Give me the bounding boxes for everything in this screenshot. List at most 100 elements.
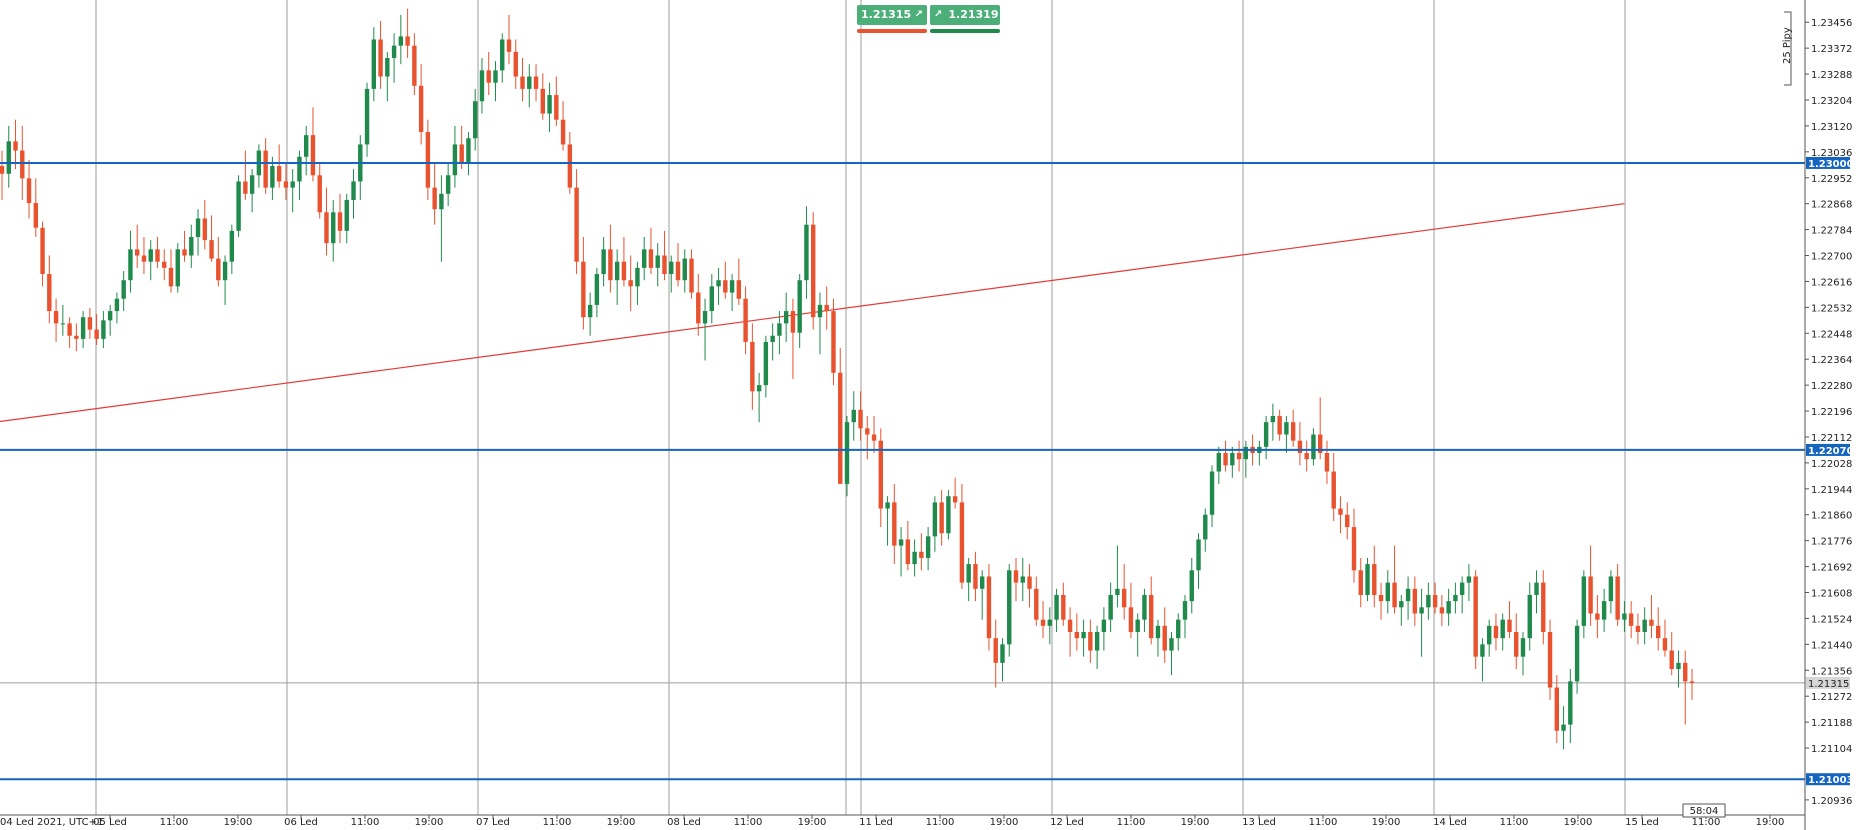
candle-body (168, 267, 174, 287)
candle (182, 230, 187, 262)
candle-body (655, 255, 660, 268)
candle (662, 230, 667, 281)
candle (669, 255, 674, 293)
candle (1392, 545, 1397, 614)
candle-body (783, 311, 789, 324)
candle (101, 311, 106, 349)
candle-body (723, 280, 728, 293)
candle (425, 119, 431, 200)
y-tick-label: 1.21524 (1811, 614, 1852, 625)
candle (276, 144, 282, 188)
time-axis[interactable]: 04 Led 2021, UTC+105 Led 11:00 19:00 06 Led… (0, 815, 1784, 828)
candle-body (162, 261, 167, 268)
candle (1081, 619, 1086, 657)
candle-body (1365, 564, 1370, 595)
candle (1365, 557, 1370, 602)
candle (925, 527, 931, 571)
candle-body (1466, 576, 1472, 583)
candle-timer: 58:04 (1682, 803, 1726, 818)
candle (1676, 650, 1681, 688)
candle (1581, 570, 1587, 639)
candle (763, 335, 769, 398)
candle (493, 61, 498, 102)
candle (162, 249, 167, 281)
candle (648, 227, 654, 275)
y-tick-label: 1.21440 (1811, 640, 1852, 651)
candle (601, 237, 606, 287)
candle (581, 237, 586, 330)
candle-body (344, 199, 349, 231)
candle (898, 527, 904, 577)
candle (1216, 446, 1221, 484)
x-tick-label: 19:00 (415, 817, 444, 828)
candle-body (1554, 687, 1559, 731)
x-tick-label: 06 Led (284, 817, 318, 828)
candle-body (601, 249, 606, 275)
x-tick-label: 19:00 (607, 817, 636, 828)
x-tick-label: 19:00 (1756, 817, 1785, 828)
candle (222, 255, 228, 305)
candle (1426, 582, 1431, 620)
candle-body (1351, 527, 1357, 571)
candle-body (898, 539, 904, 546)
price-level-badge (1806, 156, 1850, 169)
candle (966, 557, 971, 602)
candle-body (1493, 625, 1499, 639)
candle-body (993, 638, 998, 663)
candle-body (290, 181, 295, 188)
candle (1662, 619, 1668, 657)
candle-body (263, 150, 268, 188)
candle (1243, 440, 1249, 478)
candle (1223, 440, 1228, 472)
candle-body (594, 274, 600, 305)
candle (114, 292, 120, 324)
candle-body (1588, 576, 1593, 614)
x-tick-label: 11:00 (160, 817, 189, 828)
candle-body (1182, 601, 1188, 620)
candle (1047, 607, 1052, 645)
candle-body (304, 135, 309, 157)
candle (175, 243, 180, 293)
candle (871, 415, 877, 454)
candle-body (141, 255, 147, 262)
candle-body (756, 385, 762, 392)
sell-volume-bar (857, 29, 927, 33)
candle (1351, 508, 1357, 583)
candle-body (1520, 638, 1526, 657)
candle-body (1189, 570, 1194, 602)
x-tick-label: 19:00 (1181, 817, 1210, 828)
candle (1311, 428, 1316, 466)
candle (851, 391, 856, 441)
x-tick-label: 19:00 (1372, 817, 1401, 828)
candle-body (1622, 613, 1627, 620)
buy-button[interactable]: ↗ 1.21319 (930, 5, 1000, 25)
candle (527, 64, 532, 108)
candle (1372, 545, 1377, 608)
candle (1574, 619, 1580, 694)
candle-body (1284, 422, 1289, 435)
x-tick-label: 15 Led (1625, 817, 1659, 828)
sell-button[interactable]: 1.21315 ↗ (857, 5, 927, 25)
candle-body (283, 181, 289, 188)
candle (1520, 632, 1526, 676)
candle (1304, 440, 1309, 472)
candle (1358, 557, 1363, 608)
trendline[interactable] (0, 203, 1625, 423)
candle-body (229, 230, 235, 262)
candle-body (182, 249, 187, 256)
candle (1236, 440, 1242, 472)
candle (80, 311, 86, 349)
candle-body (1568, 681, 1573, 725)
candle (1094, 625, 1100, 670)
y-tick-label: 1.22616 (1811, 277, 1852, 288)
candle-body (1263, 422, 1269, 447)
candle-body (107, 311, 113, 321)
candle (513, 39, 518, 89)
candle (243, 150, 248, 200)
candle-body (216, 258, 221, 281)
candle-body (1040, 619, 1046, 626)
candle-body (1642, 619, 1647, 633)
candle (304, 125, 309, 176)
price-axis[interactable]: 1.23456 1.23372 1.23288 1.23204 1.23120 1.230… (1805, 18, 1852, 807)
